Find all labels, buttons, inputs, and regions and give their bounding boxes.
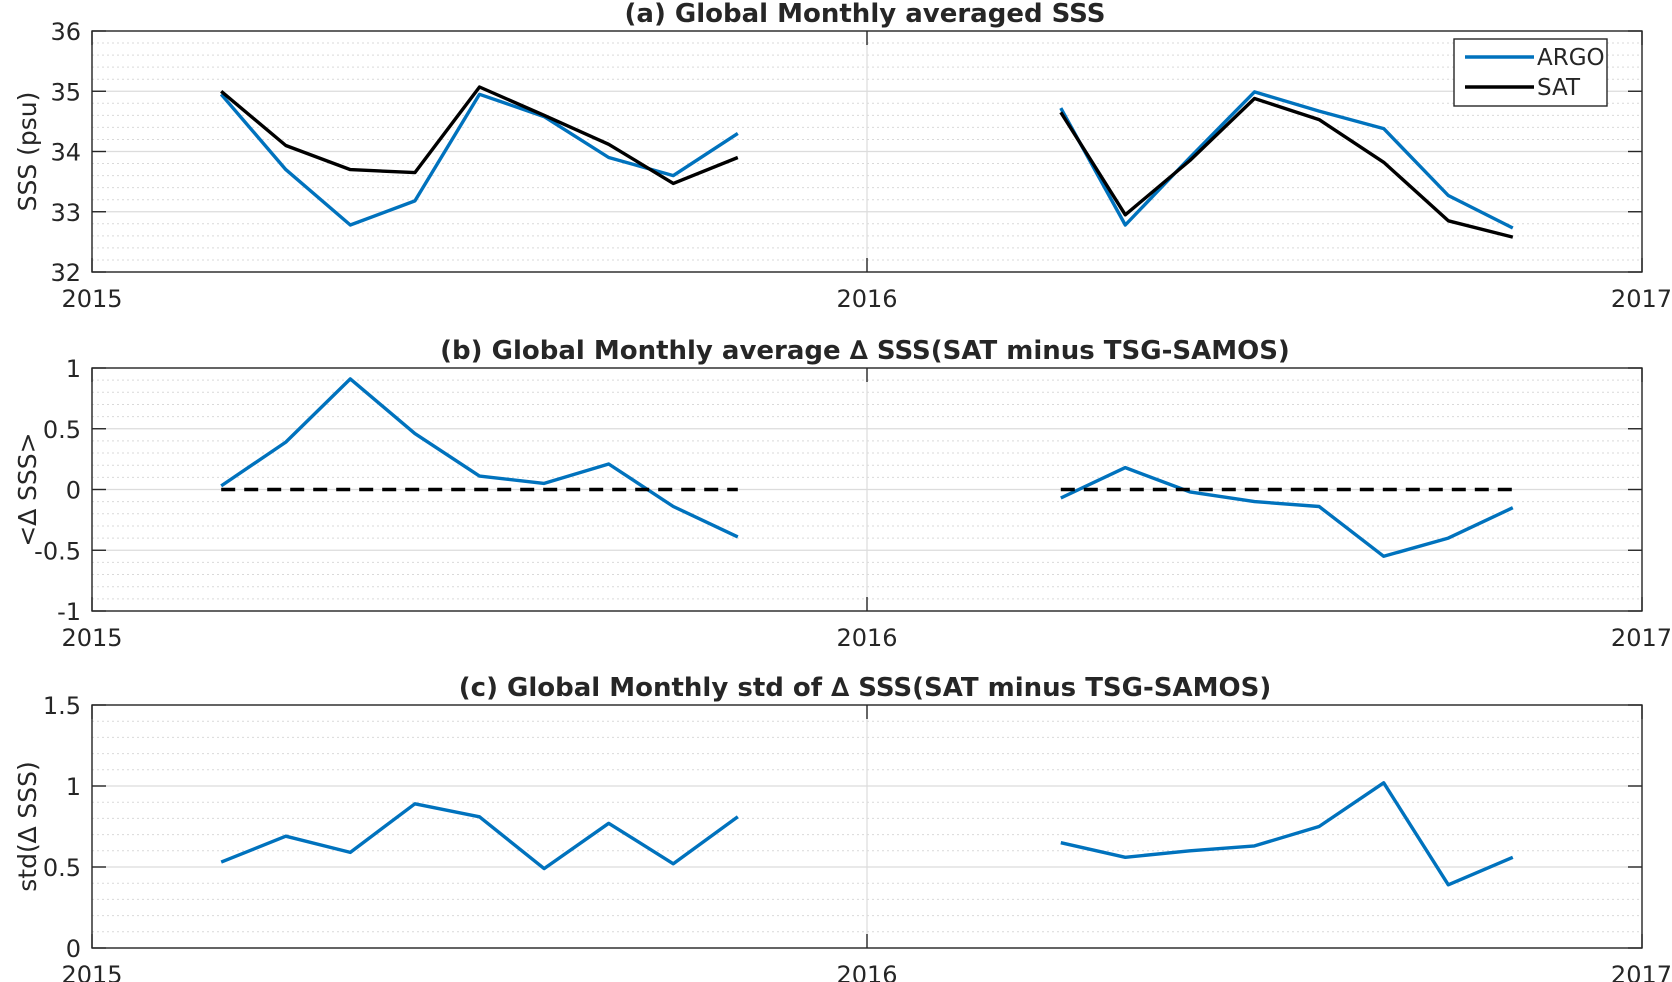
y-tick-label: 1.5 [43, 692, 81, 720]
x-tick-label: 2016 [836, 624, 897, 652]
sat-series-line [1059, 96, 1514, 239]
y-tick-label: 0 [66, 935, 81, 963]
x-tick-label: 2017 [1611, 961, 1672, 982]
y-tick-label: 0.5 [43, 854, 81, 882]
y-tick-label: 0.5 [43, 416, 81, 444]
delta-series-line [1060, 465, 1514, 558]
legend: ARGO SAT [1453, 38, 1608, 107]
y-axis-label: SSS (psu) [13, 92, 42, 212]
y-tick-label: 35 [50, 78, 81, 106]
y-tick-label: -0.5 [34, 537, 81, 565]
chart-title: (a) Global Monthly averaged SSS [625, 0, 1106, 29]
panel-b: 2015 2016 2017 -1 -0.5 0 0.5 1 (b) Global Monthl… [13, 336, 1672, 652]
chart-title: (c) Global Monthly std of ∆ SSS(SAT minu… [459, 673, 1271, 703]
x-tick-label: 2015 [61, 285, 122, 313]
x-tick-label: 2015 [61, 961, 122, 982]
delta-series-line [220, 802, 739, 871]
y-tick-label: 1 [66, 355, 81, 383]
y-tick-label: 1 [66, 773, 81, 801]
sat-series-line [220, 85, 739, 186]
y-tick-label: 36 [50, 18, 81, 46]
x-tick-label: 2017 [1611, 624, 1672, 652]
x-tick-label: 2015 [61, 624, 122, 652]
y-axis-label: <∆ SSS> [13, 432, 42, 546]
x-tick-label: 2016 [836, 285, 897, 313]
x-tick-label: 2016 [836, 961, 897, 982]
y-tick-label: 32 [50, 259, 81, 287]
y-tick-label: 34 [50, 139, 81, 167]
delta-series-line [220, 377, 739, 539]
y-axis-label: std(∆ SSS) [13, 761, 42, 891]
y-tick-label: 33 [50, 199, 81, 227]
panel-c: 2015 2016 2017 0 0.5 1 1.5 (c) Global Monthly s… [13, 673, 1672, 982]
panel-a: 2015 2016 2017 32 33 34 35 36 (a) Global Monthly… [13, 0, 1672, 313]
legend-label: SAT [1537, 75, 1581, 101]
legend-label: ARGO [1537, 45, 1605, 71]
y-tick-label: -1 [57, 598, 81, 626]
y-tick-label: 0 [66, 477, 81, 505]
delta-series-line [1060, 781, 1514, 887]
x-tick-label: 2017 [1611, 285, 1672, 313]
argo-series-line [1059, 90, 1514, 230]
chart-title: (b) Global Monthly average ∆ SSS(SAT min… [440, 336, 1290, 366]
legend-box [1453, 38, 1608, 107]
